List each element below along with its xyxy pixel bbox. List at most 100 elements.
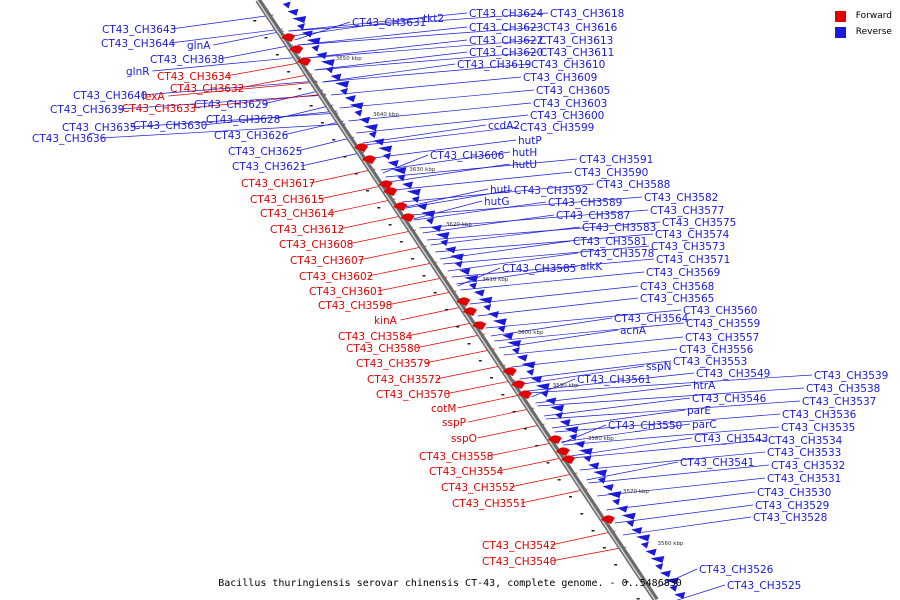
gene-label[interactable]: CT43_CH3644 <box>101 38 176 50</box>
reverse-gene-arrow[interactable] <box>454 260 463 268</box>
gene-label[interactable]: CT43_CH3534 <box>768 435 843 447</box>
gene-label[interactable]: CT43_CH3613 <box>539 35 613 47</box>
gene-label[interactable]: CT43_CH3558 <box>419 451 493 463</box>
reverse-gene-arrow[interactable] <box>468 282 477 290</box>
forward-gene-arrow[interactable] <box>289 45 304 54</box>
gene-label[interactable]: CT43_CH3546 <box>692 393 767 405</box>
gene-label[interactable]: hutU <box>512 159 537 171</box>
gene-label[interactable]: CT43_CH3632 <box>170 83 244 95</box>
gene-label[interactable]: CT43_CH3542 <box>482 540 556 552</box>
reverse-gene-arrow[interactable] <box>440 239 449 247</box>
gene-label[interactable]: CT43_CH3590 <box>574 167 648 179</box>
reverse-gene-arrow[interactable] <box>564 426 579 434</box>
forward-gene-arrow[interactable] <box>456 297 471 306</box>
gene-label[interactable]: CT43_CH3616 <box>543 22 618 34</box>
reverse-gene-arrow[interactable] <box>349 102 364 110</box>
reverse-gene-arrow[interactable] <box>373 138 385 146</box>
gene-label[interactable]: parC <box>692 419 717 431</box>
gene-label[interactable]: CT43_CH3579 <box>356 358 430 370</box>
gene-label[interactable]: CT43_CH3560 <box>683 305 757 317</box>
gene-label[interactable]: CT43_CH3578 <box>580 248 654 260</box>
gene-label[interactable]: CT43_CH3621 <box>232 161 306 173</box>
gene-label[interactable]: CT43_CH3526 <box>699 564 774 576</box>
gene-label[interactable]: CT43_CH3634 <box>157 71 232 83</box>
gene-label[interactable]: alkK <box>580 261 603 273</box>
gene-label[interactable]: CT43_CH3532 <box>771 460 845 472</box>
gene-label[interactable]: CT43_CH3577 <box>650 205 724 217</box>
reverse-gene-arrow[interactable] <box>397 174 406 182</box>
gene-label[interactable]: parE <box>687 405 711 417</box>
gene-label[interactable]: CT43_CH3571 <box>656 254 730 266</box>
gene-label[interactable]: CT43_CH3602 <box>299 271 373 283</box>
reverse-gene-arrow[interactable] <box>287 8 299 16</box>
reverse-gene-arrow[interactable] <box>636 534 651 542</box>
reverse-gene-arrow[interactable] <box>650 555 665 563</box>
reverse-gene-arrow[interactable] <box>416 203 428 211</box>
gene-label[interactable]: sspO <box>451 433 477 445</box>
gene-label[interactable]: CT43_CH3585 <box>502 263 576 275</box>
gene-label[interactable]: CT43_CH3580 <box>346 343 420 355</box>
reverse-gene-arrow[interactable] <box>655 563 664 571</box>
reverse-gene-arrow[interactable] <box>402 181 414 189</box>
reverse-gene-arrow[interactable] <box>478 296 493 304</box>
gene-label[interactable]: CT43_CH3615 <box>250 194 324 206</box>
gene-label[interactable]: CT43_CH3559 <box>686 318 760 330</box>
reverse-gene-arrow[interactable] <box>464 275 479 283</box>
reverse-gene-arrow[interactable] <box>521 361 536 369</box>
reverse-gene-arrow[interactable] <box>301 30 313 38</box>
gene-label[interactable]: CT43_CH3606 <box>430 150 505 162</box>
reverse-gene-arrow[interactable] <box>573 440 585 448</box>
gene-label[interactable]: CT43_CH3639 <box>50 104 124 116</box>
gene-label[interactable]: CT43_CH3581 <box>573 236 647 248</box>
gene-label[interactable]: acnA <box>620 325 647 337</box>
reverse-gene-arrow[interactable] <box>387 159 399 167</box>
gene-label[interactable]: CT43_CH3608 <box>279 239 353 251</box>
forward-gene-arrow[interactable] <box>511 380 526 389</box>
reverse-gene-arrow[interactable] <box>406 188 421 196</box>
forward-gene-arrow[interactable] <box>393 202 408 211</box>
reverse-gene-arrow[interactable] <box>392 167 407 175</box>
reverse-gene-arrow[interactable] <box>306 37 321 45</box>
reverse-gene-arrow[interactable] <box>669 584 678 592</box>
reverse-gene-arrow[interactable] <box>282 1 291 9</box>
reverse-gene-arrow[interactable] <box>354 109 363 117</box>
gene-label[interactable]: CT43_CH3584 <box>338 331 413 343</box>
reverse-gene-arrow[interactable] <box>588 462 600 470</box>
reverse-gene-arrow[interactable] <box>674 591 686 599</box>
reverse-gene-arrow[interactable] <box>545 397 557 405</box>
forward-gene-arrow[interactable] <box>400 213 415 222</box>
gene-label[interactable]: CT43_CH3633 <box>122 103 196 115</box>
gene-label[interactable]: hutI <box>490 184 511 196</box>
reverse-gene-arrow[interactable] <box>516 354 528 362</box>
gene-label[interactable]: cotM <box>431 403 456 415</box>
reverse-gene-arrow[interactable] <box>335 80 350 88</box>
gene-label[interactable]: lexA <box>142 91 165 103</box>
gene-label[interactable]: CT43_CH3561 <box>577 374 651 386</box>
reverse-gene-arrow[interactable] <box>531 375 543 383</box>
reverse-gene-arrow[interactable] <box>535 383 550 391</box>
reverse-gene-arrow[interactable] <box>502 332 514 340</box>
reverse-gene-arrow[interactable] <box>511 347 520 355</box>
reverse-gene-arrow[interactable] <box>659 570 671 578</box>
gene-label[interactable]: CT43_CH3624 <box>469 8 544 20</box>
reverse-gene-arrow[interactable] <box>320 59 335 67</box>
reverse-gene-arrow[interactable] <box>612 498 621 506</box>
gene-label[interactable]: hutH <box>512 147 537 159</box>
gene-label[interactable]: CT43_CH3533 <box>767 447 841 459</box>
reverse-gene-arrow[interactable] <box>626 519 635 527</box>
gene-label[interactable]: CT43_CH3599 <box>520 122 594 134</box>
gene-label[interactable]: CT43_CH3618 <box>550 8 624 20</box>
reverse-gene-arrow[interactable] <box>435 231 450 239</box>
gene-label[interactable]: CT43_CH3557 <box>685 332 759 344</box>
gene-label[interactable]: CT43_CH3625 <box>228 146 302 158</box>
reverse-gene-arrow[interactable] <box>483 303 492 311</box>
reverse-gene-arrow[interactable] <box>359 116 371 124</box>
gene-label[interactable]: CT43_CH3528 <box>753 512 827 524</box>
gene-label[interactable]: CT43_CH3587 <box>556 210 630 222</box>
reverse-gene-arrow[interactable] <box>325 66 334 74</box>
gene-label[interactable]: sspN <box>646 361 671 373</box>
gene-label[interactable]: CT43_CH3550 <box>608 420 682 432</box>
gene-label[interactable]: glnA <box>187 40 211 52</box>
forward-gene-arrow[interactable] <box>555 447 570 456</box>
gene-label[interactable]: CT43_CH3620 <box>469 47 543 59</box>
